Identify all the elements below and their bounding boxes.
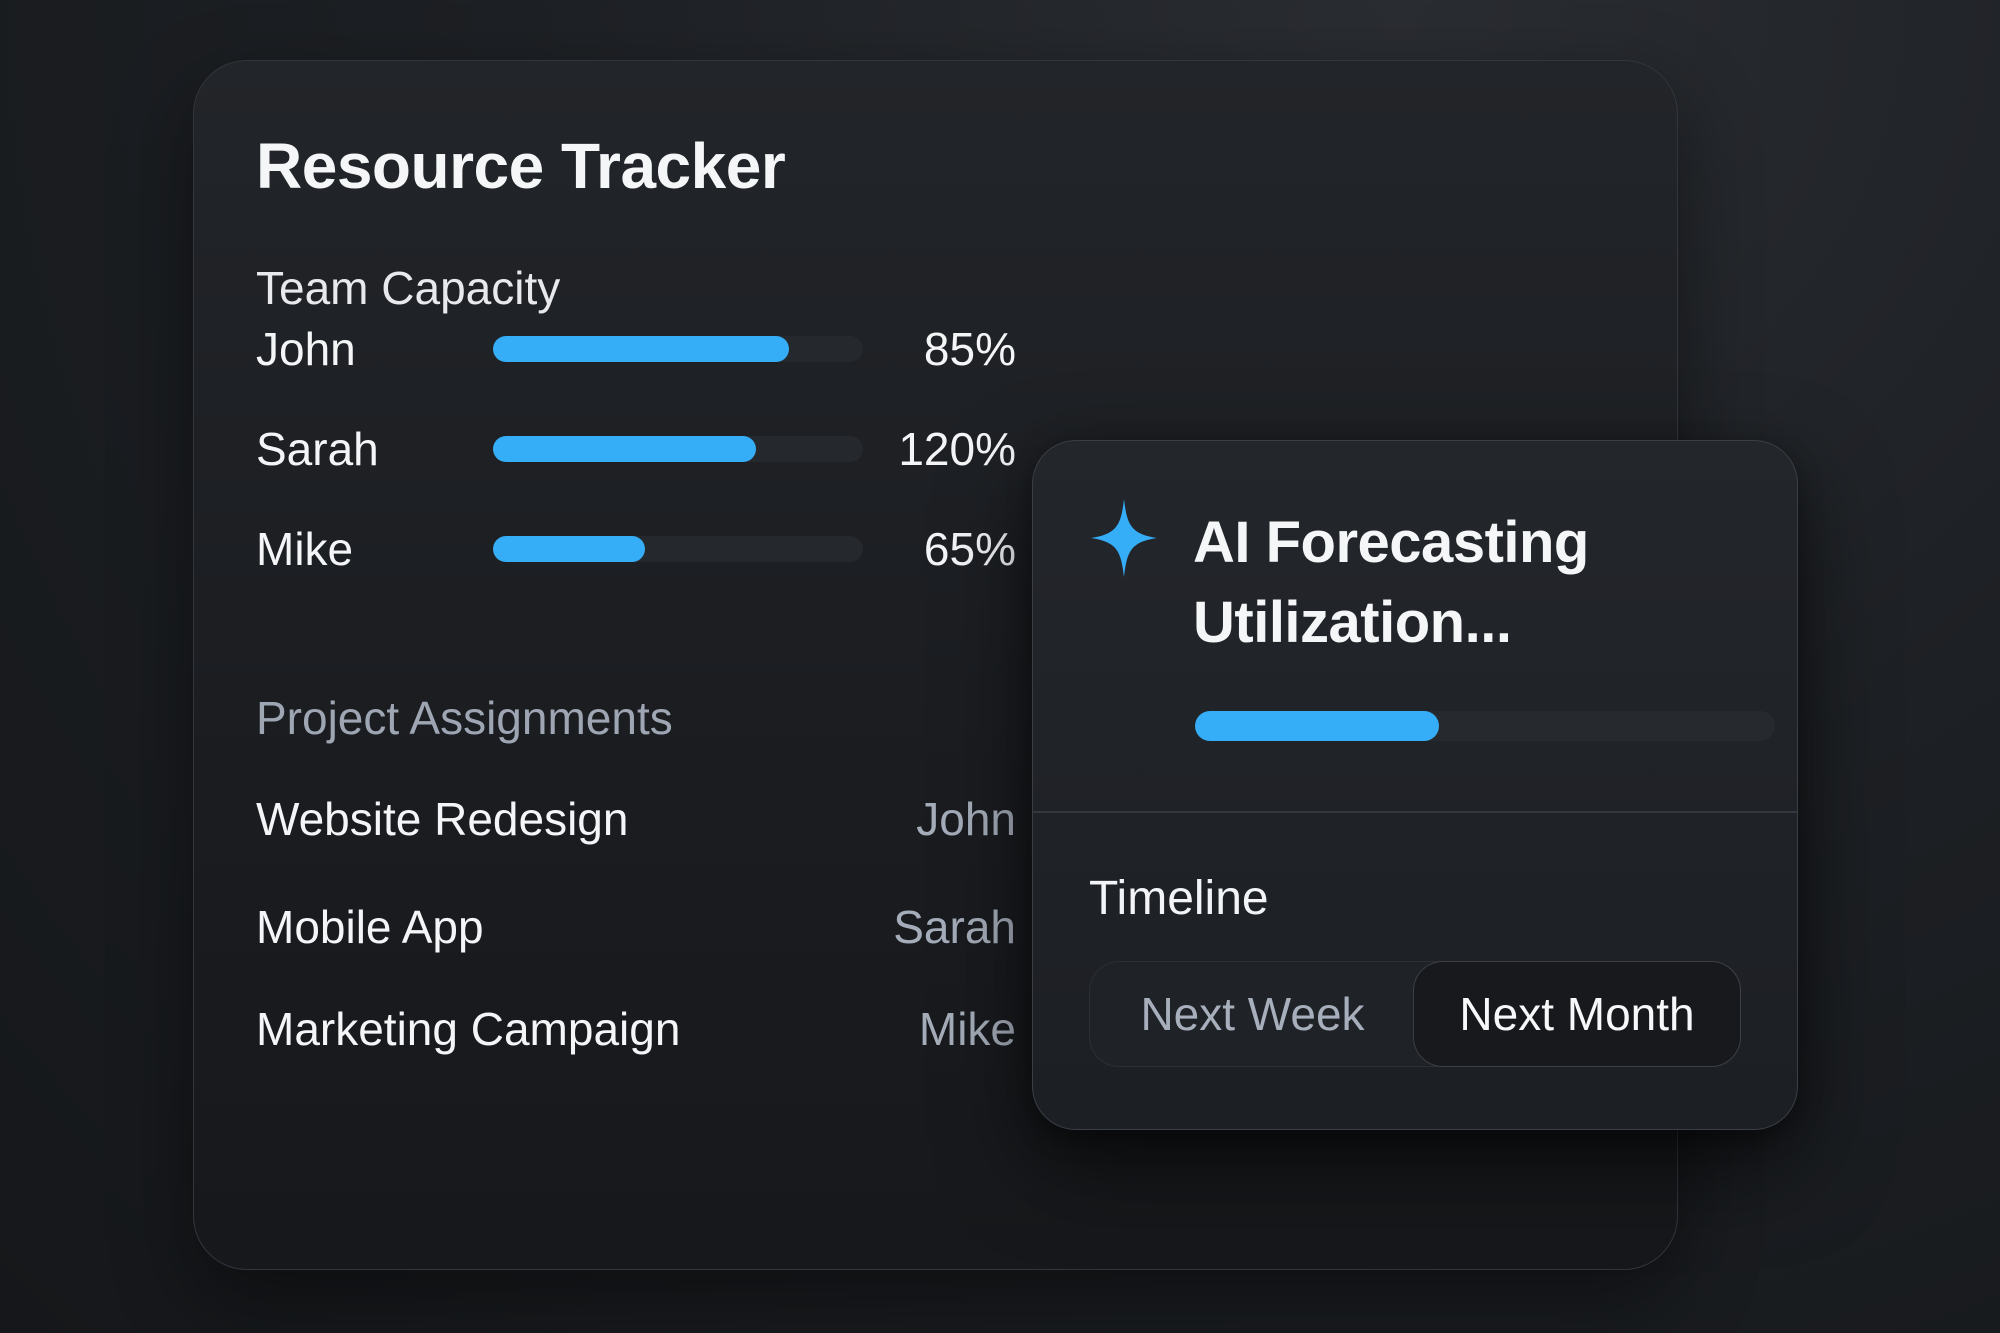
capacity-row-mike: Mike 65%: [256, 519, 1016, 579]
project-name: Website Redesign: [256, 793, 629, 845]
capacity-row-sarah: Sarah 120%: [256, 419, 1016, 479]
timeline-label: Timeline: [1089, 872, 1269, 925]
page-title: Resource Tracker: [256, 130, 786, 202]
capacity-bar-fill: [493, 336, 789, 362]
capacity-bar: [493, 336, 863, 362]
member-name: Mike: [256, 523, 354, 575]
project-row-marketing-campaign[interactable]: Marketing Campaign Mike: [256, 999, 1016, 1059]
forecast-progress-fill: [1195, 711, 1439, 741]
project-owner: Mike: [918, 1003, 1016, 1055]
timeline-segmented-control: Next Week Next Month: [1089, 961, 1741, 1067]
ai-forecast-title: AI Forecasting Utilization...: [1193, 510, 1589, 655]
project-name: Mobile App: [256, 901, 484, 953]
project-name: Marketing Campaign: [256, 1003, 681, 1055]
divider: [1033, 811, 1797, 813]
capacity-row-john: John 85%: [256, 319, 1016, 379]
capacity-bar-fill: [493, 436, 756, 462]
timeline-option-next-week[interactable]: Next Week: [1140, 988, 1365, 1040]
capacity-bar: [493, 436, 863, 462]
project-assignments-heading: Project Assignments: [256, 692, 673, 744]
member-name: John: [256, 323, 356, 375]
capacity-bar-fill: [493, 536, 645, 562]
project-row-website-redesign[interactable]: Website Redesign John: [256, 789, 1016, 849]
project-row-mobile-app[interactable]: Mobile App Sarah: [256, 897, 1016, 957]
timeline-option-next-month[interactable]: Next Month: [1413, 961, 1741, 1067]
capacity-bar: [493, 536, 863, 562]
member-name: Sarah: [256, 423, 379, 475]
forecast-progress-bar: [1195, 711, 1775, 741]
sparkle-icon: [1091, 499, 1157, 577]
team-capacity-heading: Team Capacity: [256, 262, 561, 314]
project-owner: Sarah: [893, 901, 1016, 953]
project-owner: John: [916, 793, 1016, 845]
capacity-value: 120%: [898, 423, 1016, 475]
ai-forecast-panel: AI Forecasting Utilization... Timeline N…: [1032, 440, 1798, 1130]
capacity-value: 85%: [923, 323, 1016, 375]
capacity-value: 65%: [923, 523, 1016, 575]
